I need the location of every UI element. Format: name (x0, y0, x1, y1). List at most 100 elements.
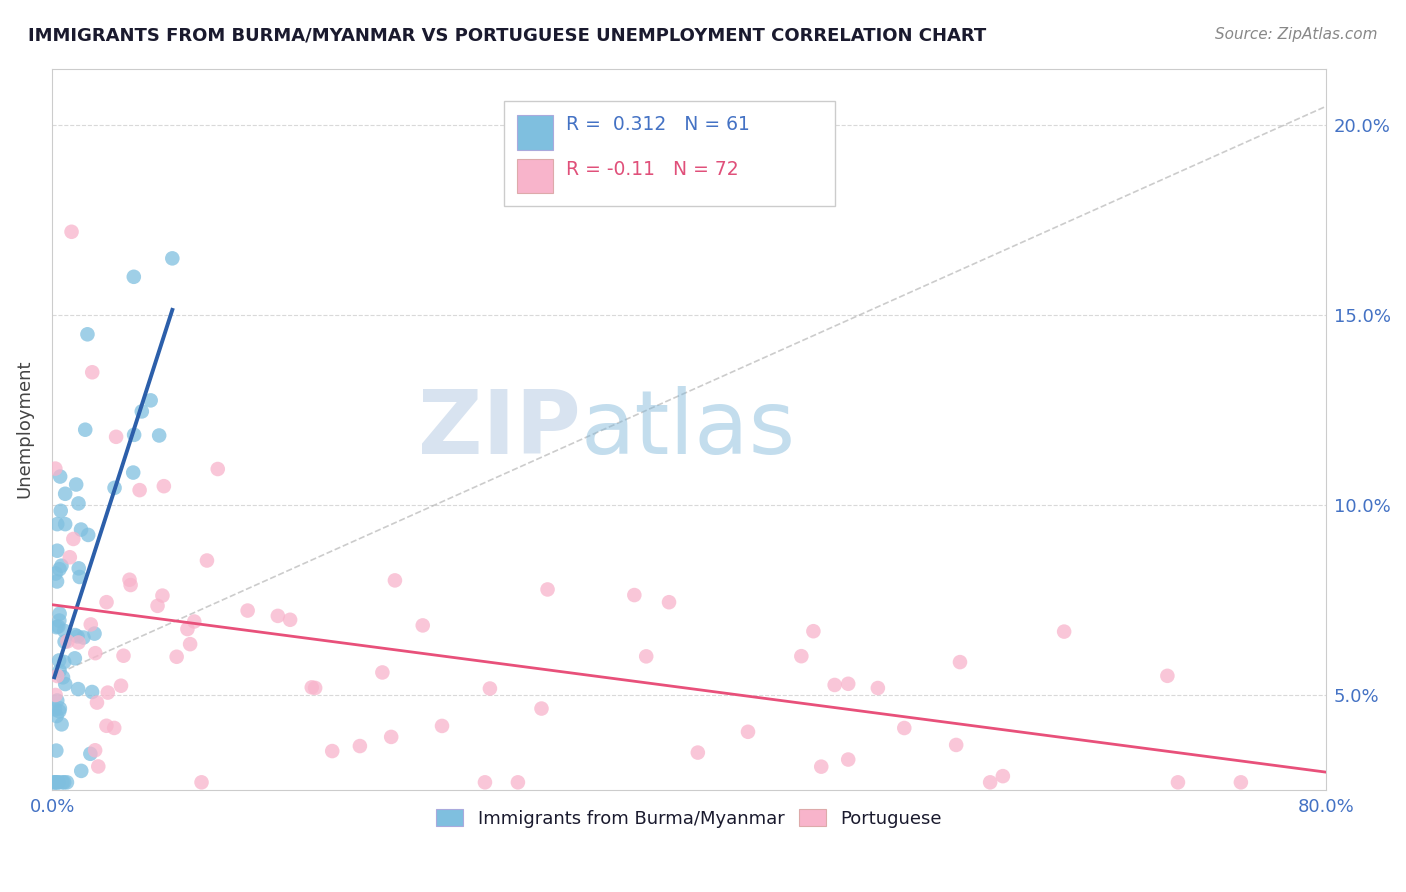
Y-axis label: Unemployment: Unemployment (15, 360, 32, 499)
Point (53, 624, 76, 638)
Point (103, 721, 125, 735)
Point (53, 634, 76, 648)
Point (46, 543, 69, 558)
Point (105, 430, 128, 444)
Text: R = -0.11   N = 72: R = -0.11 N = 72 (565, 160, 738, 178)
Point (236, 603, 259, 617)
Point (153, 479, 176, 493)
Point (207, 462, 229, 476)
Point (48, 607, 70, 621)
Point (45, 620, 67, 634)
FancyBboxPatch shape (517, 159, 553, 194)
Point (67, 635, 90, 649)
Point (530, 701, 553, 715)
Point (991, 769, 1014, 783)
Point (97, 685, 120, 699)
Point (636, 649, 658, 664)
Point (87, 759, 110, 773)
Point (63, 651, 86, 665)
Point (46, 517, 69, 532)
Point (46, 775, 69, 789)
Point (152, 589, 174, 603)
Point (623, 588, 645, 602)
Point (112, 648, 135, 663)
Point (79, 747, 101, 761)
Point (46, 669, 69, 683)
Point (62, 532, 84, 546)
Point (84, 743, 107, 757)
Point (83, 626, 105, 640)
Point (53, 517, 76, 532)
Point (304, 681, 326, 695)
Point (380, 730, 402, 744)
Point (80, 685, 103, 699)
Point (131, 404, 153, 418)
Point (46, 693, 69, 707)
Point (146, 599, 169, 613)
Point (103, 481, 125, 495)
Point (1167, 775, 1189, 789)
Point (86, 696, 108, 710)
Point (139, 393, 162, 408)
Point (44, 702, 66, 716)
Point (278, 613, 301, 627)
Point (430, 719, 453, 733)
Point (67, 682, 90, 697)
Point (60, 225, 83, 239)
Point (179, 637, 201, 651)
Point (1230, 775, 1253, 789)
Point (75, 423, 97, 437)
Point (53, 775, 76, 789)
Point (824, 678, 846, 692)
Point (46, 574, 69, 589)
Point (837, 753, 859, 767)
Legend: Immigrants from Burma/Myanmar, Portuguese: Immigrants from Burma/Myanmar, Portugues… (429, 802, 949, 835)
Point (48, 614, 70, 628)
Point (120, 578, 142, 592)
Point (979, 775, 1001, 789)
Point (84, 646, 107, 660)
Point (44, 461, 66, 475)
Text: atlas: atlas (581, 385, 796, 473)
Point (49, 701, 72, 715)
Point (44, 775, 66, 789)
Point (67, 496, 90, 510)
Point (866, 681, 889, 695)
Point (76, 327, 98, 342)
Point (166, 649, 188, 664)
Point (949, 655, 972, 669)
Point (77, 528, 100, 542)
Point (44, 775, 66, 789)
Point (82, 365, 104, 379)
Point (45, 743, 67, 757)
Point (893, 721, 915, 735)
Point (412, 618, 434, 632)
Point (53, 487, 76, 501)
Point (56, 775, 79, 789)
Point (195, 553, 218, 567)
Text: ZIP: ZIP (418, 385, 581, 473)
Point (63, 628, 86, 642)
Point (349, 739, 371, 753)
Point (384, 574, 406, 588)
Point (70, 764, 93, 778)
Point (658, 595, 681, 609)
Point (945, 738, 967, 752)
Point (67, 561, 90, 575)
Point (44, 775, 66, 789)
Point (48, 653, 70, 667)
Point (51, 558, 73, 573)
FancyBboxPatch shape (517, 115, 553, 150)
Point (48, 664, 70, 678)
Point (70, 523, 93, 537)
Point (69, 570, 91, 584)
Point (118, 573, 141, 587)
Point (737, 724, 759, 739)
Point (122, 427, 145, 442)
Point (59, 550, 82, 565)
Point (65, 477, 87, 491)
Point (128, 483, 150, 497)
Point (49, 469, 72, 483)
Text: IMMIGRANTS FROM BURMA/MYANMAR VS PORTUGUESE UNEMPLOYMENT CORRELATION CHART: IMMIGRANTS FROM BURMA/MYANMAR VS PORTUGU… (28, 27, 987, 45)
Point (45, 566, 67, 581)
